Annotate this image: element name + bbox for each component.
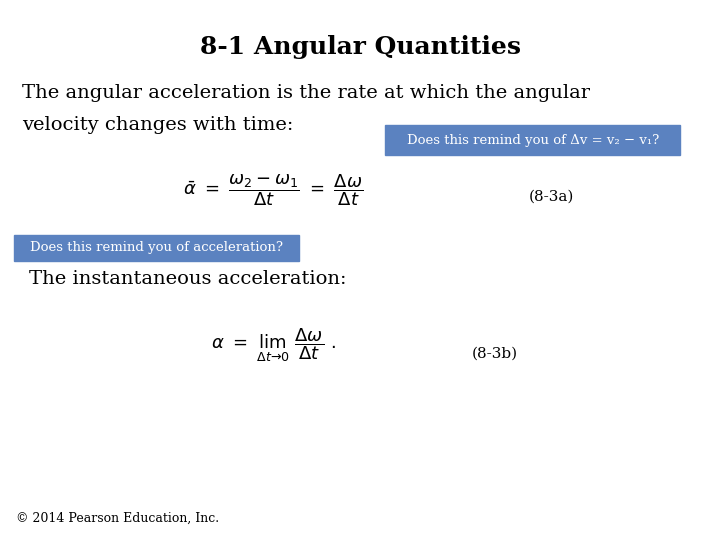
FancyBboxPatch shape: [385, 125, 680, 155]
FancyBboxPatch shape: [14, 235, 299, 261]
Text: 8-1 Angular Quantities: 8-1 Angular Quantities: [199, 35, 521, 59]
Text: Does this remind you of acceleration?: Does this remind you of acceleration?: [30, 241, 283, 254]
Text: The instantaneous acceleration:: The instantaneous acceleration:: [29, 270, 346, 288]
Text: $\bar{\alpha}\ =\ \dfrac{\omega_2 - \omega_1}{\Delta t}\ =\ \dfrac{\Delta\omega}: $\bar{\alpha}\ =\ \dfrac{\omega_2 - \ome…: [184, 173, 364, 208]
Text: © 2014 Pearson Education, Inc.: © 2014 Pearson Education, Inc.: [16, 512, 219, 525]
Text: (8-3b): (8-3b): [472, 347, 518, 361]
Text: velocity changes with time:: velocity changes with time:: [22, 116, 293, 134]
Text: Does this remind you of Δv = v₂ − v₁?: Does this remind you of Δv = v₂ − v₁?: [407, 133, 659, 147]
Text: $\alpha\ =\ \lim_{\Delta t \to 0}\ \dfrac{\Delta\omega}{\Delta t}\ .$: $\alpha\ =\ \lim_{\Delta t \to 0}\ \dfra…: [211, 327, 336, 364]
Text: (8-3a): (8-3a): [529, 190, 575, 204]
Text: The angular acceleration is the rate at which the angular: The angular acceleration is the rate at …: [22, 84, 590, 102]
